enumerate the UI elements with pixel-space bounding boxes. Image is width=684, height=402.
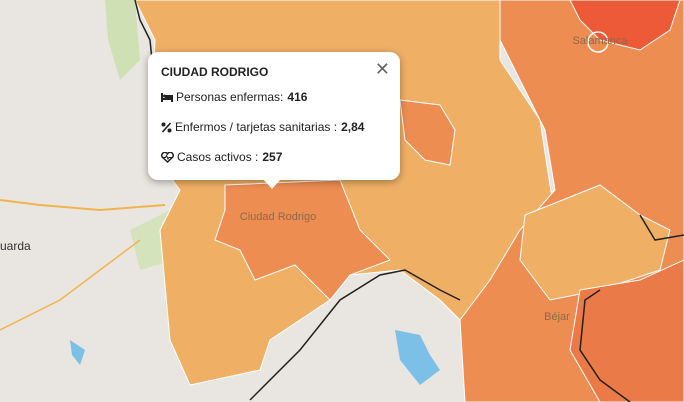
border — [249, 269, 461, 401]
heart-icon — [161, 151, 174, 163]
row-value: 2,84 — [341, 120, 365, 134]
row-value: 257 — [262, 150, 283, 164]
percent-icon — [161, 121, 172, 133]
popup-row: Personas enfermas: 416 — [161, 90, 307, 104]
popup-title: CIUDAD RODRIGO — [161, 65, 269, 79]
popup: CIUDAD RODRIGO ✕ Personas enfermas: 416 E… — [148, 52, 400, 189]
region — [569, 0, 681, 51]
place-label: Ciudad Rodrigo — [240, 211, 316, 223]
road — [0, 199, 166, 212]
city-marker — [587, 31, 609, 53]
border — [134, 0, 153, 61]
place-label: Salamanca — [572, 35, 628, 47]
place-label: uarda — [0, 239, 31, 253]
row-label: Casos activos : — [177, 150, 259, 164]
region — [399, 99, 456, 166]
region-highlight — [214, 179, 391, 301]
popup-row: Casos activos :257 — [161, 150, 282, 164]
region — [519, 184, 671, 301]
row-label: Enfermos / tarjetas sanitarias : — [175, 120, 338, 134]
road — [0, 239, 141, 331]
place-label: Béjar — [544, 311, 570, 323]
region — [569, 259, 684, 402]
row-value: 416 — [287, 90, 308, 104]
green-area — [105, 0, 140, 80]
border — [579, 214, 684, 402]
row-label: Personas enfermas: — [176, 90, 284, 104]
popup-row: Enfermos / tarjetas sanitarias :2,84 — [161, 120, 364, 134]
close-button[interactable]: ✕ — [374, 59, 390, 79]
popup-arrow — [263, 179, 281, 189]
bed-icon — [161, 93, 173, 102]
water — [70, 330, 440, 385]
